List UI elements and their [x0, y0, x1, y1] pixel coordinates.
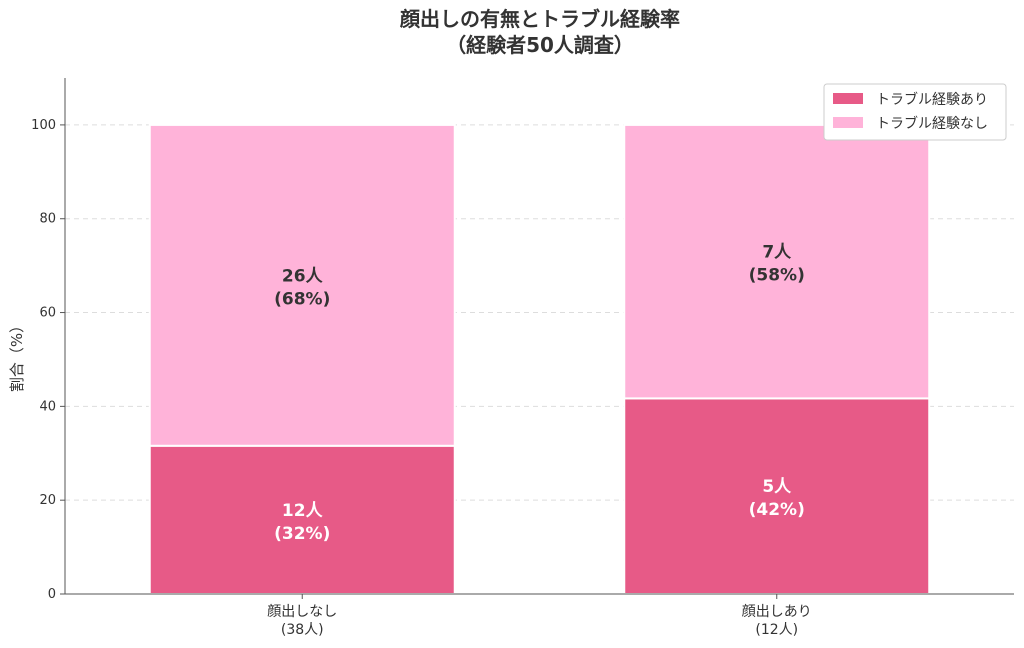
- bar-segment: [148, 123, 456, 447]
- x-category-label: 顔出しなし: [267, 604, 337, 620]
- legend-swatch: [833, 117, 863, 128]
- y-axis-label: 割合（%）: [8, 318, 26, 392]
- y-tick-label: 60: [39, 306, 56, 321]
- bars-layer: 12人 (32%) 26人 (68%) 5人 (42%) 7人 (58%): [148, 123, 931, 596]
- legend-label: トラブル経験なし: [876, 115, 988, 132]
- legend-label: トラブル経験あり: [876, 91, 988, 108]
- y-tick-label: 0: [48, 587, 56, 602]
- legend-swatch: [833, 93, 863, 104]
- bar-percent-label: (58%): [749, 266, 805, 286]
- bar-percent-label: (68%): [274, 289, 330, 309]
- bar-value-label: 12人: [282, 501, 324, 521]
- chart-title-line-2: （経験者50人調査）: [446, 33, 634, 57]
- bar-segment: [623, 123, 931, 400]
- x-category-count: (12人): [755, 622, 798, 638]
- bar-value-label: 7人: [762, 243, 792, 263]
- x-category-label: 顔出しあり: [742, 604, 812, 620]
- y-tick-label: 100: [31, 118, 56, 133]
- bar-segment: [148, 444, 456, 595]
- bar-value-label: 5人: [762, 477, 792, 497]
- bar-percent-label: (32%): [274, 524, 330, 544]
- chart-title-line-1: 顔出しの有無とトラブル経験率: [399, 7, 680, 31]
- axis-layer: 0 20 40 60 80 100 顔出しなし (38人) 顔出しあり (12人): [31, 78, 1014, 638]
- x-category-count: (38人): [281, 622, 324, 638]
- bar-value-label: 26人: [282, 266, 324, 286]
- legend-box: [823, 83, 1007, 141]
- y-tick-label: 40: [39, 399, 56, 414]
- bar-percent-label: (42%): [749, 500, 805, 520]
- y-tick-label: 20: [39, 493, 56, 508]
- y-tick-label: 80: [39, 212, 56, 227]
